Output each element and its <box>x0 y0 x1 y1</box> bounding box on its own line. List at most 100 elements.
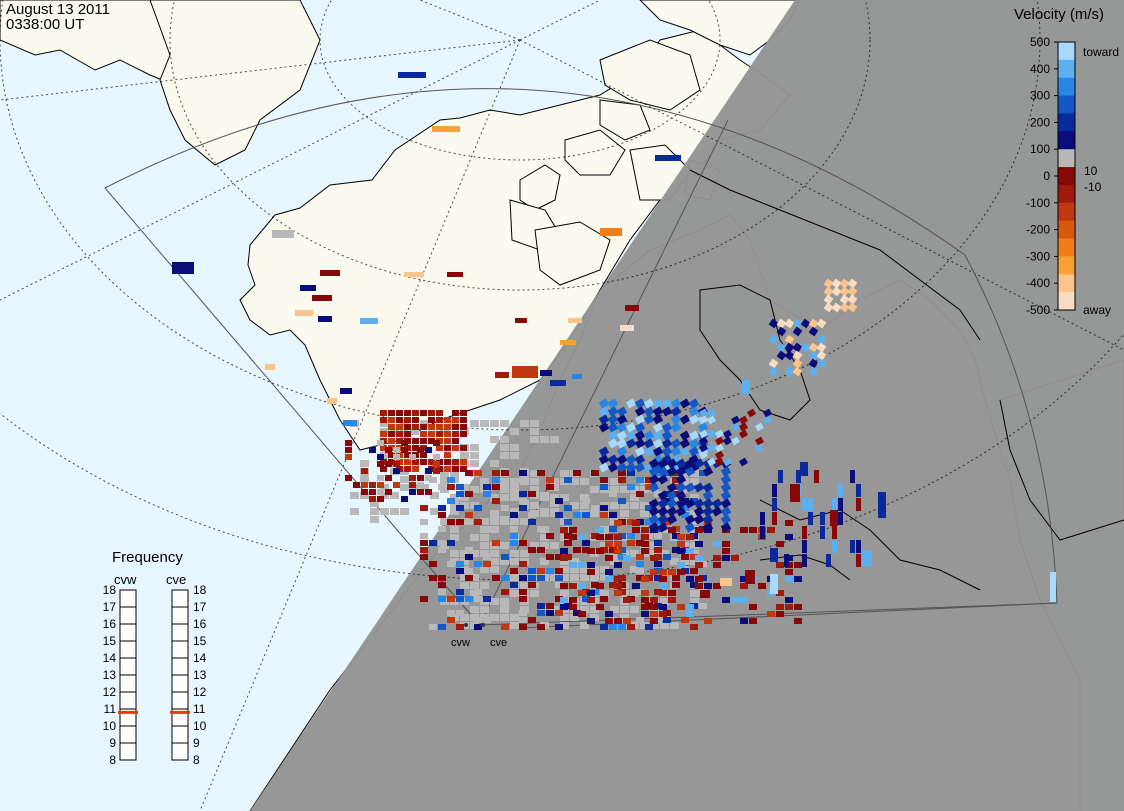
colorbar-tick-label: 500 <box>1030 35 1050 49</box>
frequency-scale-label: 17 <box>103 600 117 614</box>
velocity-cell <box>480 518 489 525</box>
velocity-cell <box>770 548 778 562</box>
velocity-cell <box>666 466 678 477</box>
velocity-cell <box>573 610 581 616</box>
velocity-cell <box>681 617 689 623</box>
velocity-cell <box>519 589 527 595</box>
velocity-cell <box>823 278 834 289</box>
velocity-cell <box>573 512 581 518</box>
velocity-cell <box>520 420 529 427</box>
velocity-cell <box>702 482 714 493</box>
velocity-cell <box>677 562 685 568</box>
velocity-cell <box>530 436 539 443</box>
velocity-cell <box>600 512 608 518</box>
velocity-cell <box>510 533 518 539</box>
arctic-island <box>519 164 561 211</box>
velocity-cell <box>456 484 464 490</box>
velocity-cell <box>702 506 714 517</box>
velocity-cell <box>456 624 464 630</box>
velocity-cell <box>510 614 519 621</box>
velocity-cell <box>519 575 527 581</box>
velocity-cell <box>711 506 723 517</box>
velocity-cell <box>465 575 473 581</box>
velocity-cell <box>430 508 439 515</box>
velocity-cell <box>666 490 678 501</box>
velocity-cell <box>839 278 850 289</box>
velocity-cell <box>668 527 676 533</box>
velocity-cell <box>428 417 435 423</box>
velocity-cell <box>591 533 599 539</box>
velocity-cell <box>519 617 527 623</box>
velocity-cell <box>377 475 384 481</box>
velocity-cell <box>460 466 467 472</box>
velocity-cell <box>501 554 509 560</box>
colorbar-away-label: away <box>1083 303 1111 317</box>
velocity-cell <box>641 597 649 603</box>
velocity-cell <box>814 470 819 483</box>
velocity-cell <box>501 505 509 511</box>
velocity-cell <box>850 540 855 553</box>
velocity-cell <box>568 318 582 323</box>
velocity-cell <box>794 604 802 610</box>
velocity-cell <box>630 606 639 613</box>
velocity-cell <box>433 461 440 467</box>
colorbar-segment <box>1058 149 1075 168</box>
velocity-cell <box>492 477 500 483</box>
velocity-cell <box>417 475 424 481</box>
velocity-cell <box>569 583 577 589</box>
velocity-cell <box>564 533 572 539</box>
velocity-cell <box>627 484 635 490</box>
velocity-cell <box>587 590 595 596</box>
velocity-cell <box>802 540 807 553</box>
velocity-cell <box>380 417 387 423</box>
velocity-cell <box>519 491 527 497</box>
velocity-cell <box>730 415 741 425</box>
velocity-cell <box>657 514 669 525</box>
velocity-cell <box>695 576 703 582</box>
velocity-cell <box>550 500 559 507</box>
velocity-cell <box>714 443 725 453</box>
velocity-cell <box>839 294 850 305</box>
velocity-cell <box>460 424 467 430</box>
velocity-cell <box>474 617 482 623</box>
velocity-cell <box>720 474 732 485</box>
velocity-cell <box>794 576 802 582</box>
velocity-cell <box>582 512 590 518</box>
velocity-cell <box>679 438 691 449</box>
velocity-cell <box>428 424 435 430</box>
velocity-cell <box>660 550 669 557</box>
velocity-cell <box>510 540 518 546</box>
velocity-cell <box>370 508 379 515</box>
velocity-cell <box>570 478 579 485</box>
velocity-cell <box>436 445 443 451</box>
velocity-cell <box>412 424 419 430</box>
velocity-cell <box>550 606 559 613</box>
velocity-cell <box>772 484 777 497</box>
velocity-cell <box>540 492 549 499</box>
velocity-cell <box>634 446 646 457</box>
velocity-cell <box>340 388 352 394</box>
colorbar-segment <box>1058 256 1075 275</box>
velocity-cell <box>500 478 509 485</box>
velocity-cell <box>560 340 576 345</box>
velocity-cell <box>650 597 658 603</box>
colorbar-tick-label: 100 <box>1030 142 1050 156</box>
velocity-cell <box>550 478 559 485</box>
velocity-cell <box>714 450 725 460</box>
velocity-cell <box>546 603 554 609</box>
colorbar-tick-label: 300 <box>1030 89 1050 103</box>
velocity-cell <box>500 606 509 613</box>
velocity-cell <box>648 482 660 493</box>
velocity-cell <box>555 596 563 602</box>
velocity-cell <box>528 512 536 518</box>
velocity-cell <box>634 462 646 473</box>
velocity-cell <box>686 604 694 610</box>
velocity-cell <box>706 429 717 439</box>
velocity-cell <box>661 398 673 409</box>
velocity-cell <box>661 406 673 417</box>
velocity-cell <box>643 446 655 457</box>
velocity-cell <box>510 518 519 525</box>
velocity-cell <box>778 470 783 483</box>
velocity-cell <box>648 466 660 477</box>
velocity-cell <box>636 575 644 581</box>
